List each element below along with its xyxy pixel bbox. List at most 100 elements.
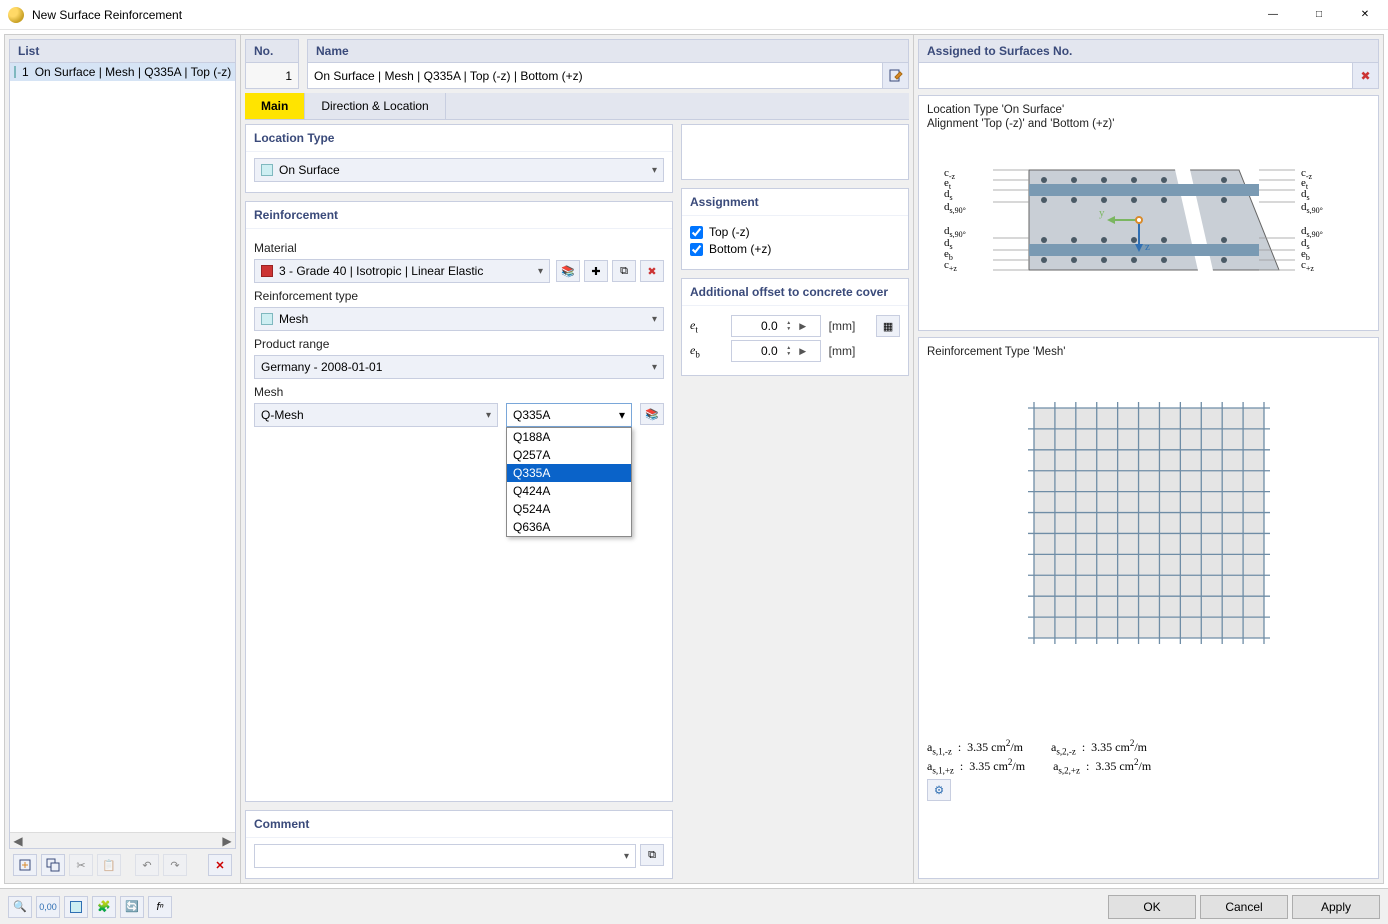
mesh-label: Mesh <box>254 385 664 399</box>
offset-group: Additional offset to concrete cover et ▲… <box>681 278 909 376</box>
name-field-box: Name <box>307 39 909 89</box>
mesh-option[interactable]: Q188A <box>507 428 631 446</box>
comment-select[interactable]: ▾ <box>254 844 636 868</box>
refresh-button[interactable]: 🔄 <box>120 896 144 918</box>
assigned-box: Assigned to Surfaces No. ✖ <box>918 39 1379 89</box>
material-library-button[interactable]: 📚 <box>556 260 580 282</box>
mesh-option[interactable]: Q257A <box>507 446 631 464</box>
mesh-size-select[interactable]: Q335A ▾ <box>506 403 632 427</box>
paste-button: 📋 <box>97 854 121 876</box>
tree-button[interactable]: 🧩 <box>92 896 116 918</box>
reinforcement-type-label: Reinforcement type <box>254 289 664 303</box>
ok-button[interactable]: OK <box>1108 895 1196 919</box>
assignment-title: Assignment <box>682 189 908 216</box>
refresh-icon: 🔄 <box>125 900 139 913</box>
et-input[interactable]: ▲▼ ▶ <box>731 315 821 337</box>
list-header: List <box>9 39 236 63</box>
mesh-option[interactable]: Q335A <box>507 464 631 482</box>
offset-settings-button[interactable]: ▦ <box>876 315 900 337</box>
mesh-option[interactable]: Q424A <box>507 482 631 500</box>
minimize-button[interactable]: — <box>1250 0 1296 30</box>
material-pick-button[interactable]: ✖ <box>640 260 664 282</box>
results-settings-button[interactable]: ⚙ <box>927 779 951 801</box>
undo-button: ↶ <box>135 854 159 876</box>
material-copy-button[interactable]: ⧉ <box>612 260 636 282</box>
pick-surfaces-button[interactable]: ✖ <box>1353 63 1379 89</box>
eb-value[interactable] <box>732 344 782 358</box>
comment-library-button[interactable]: ⧉ <box>640 844 664 866</box>
copy-item-button[interactable] <box>41 854 65 876</box>
preview1-line2: Alignment 'Top (-z)' and 'Bottom (+z)' <box>927 118 1370 130</box>
spin-down-icon[interactable]: ▼ <box>782 351 796 357</box>
pick-icon: ✖ <box>1360 69 1370 83</box>
svg-text:ds,90°: ds,90° <box>1301 201 1323 215</box>
product-range-select[interactable]: Germany - 2008-01-01 ▾ <box>254 355 664 379</box>
assigned-label: Assigned to Surfaces No. <box>918 39 1379 63</box>
fx-icon: fⁿ <box>156 901 163 913</box>
scroll-track[interactable] <box>26 835 219 847</box>
help-icon: 🔍 <box>13 900 27 913</box>
units-button[interactable]: 0,00 <box>36 896 60 918</box>
bottom-checkbox[interactable] <box>690 243 703 256</box>
scroll-right-icon[interactable]: ▶ <box>219 834 235 848</box>
reinforcement-type-select[interactable]: Mesh ▾ <box>254 307 664 331</box>
mesh-diagram <box>1024 398 1274 648</box>
tabs: Main Direction & Location <box>245 93 909 120</box>
top-checkbox-row[interactable]: Top (-z) <box>690 225 900 239</box>
eb-input[interactable]: ▲▼ ▶ <box>731 340 821 362</box>
new-item-button[interactable] <box>13 854 37 876</box>
location-type-select[interactable]: On Surface ▾ <box>254 158 664 182</box>
calendar-icon: ▦ <box>883 320 893 333</box>
cancel-button[interactable]: Cancel <box>1200 895 1288 919</box>
help-button[interactable]: 🔍 <box>8 896 32 918</box>
left-panel: List 1 On Surface | Mesh | Q335A | Top (… <box>5 35 241 883</box>
mesh-size-value: Q335A <box>513 408 619 422</box>
svg-text:ds: ds <box>1301 188 1310 202</box>
arrow-right-icon[interactable]: ▶ <box>796 321 810 332</box>
redo-button: ↷ <box>163 854 187 876</box>
delete-button[interactable]: ✕ <box>208 854 232 876</box>
et-label: et <box>690 318 710 334</box>
top-label: Top (-z) <box>709 225 750 239</box>
material-select[interactable]: 3 - Grade 40 | Isotropic | Linear Elasti… <box>254 259 550 283</box>
assigned-input[interactable] <box>918 63 1353 89</box>
mesh-option[interactable]: Q636A <box>507 518 631 536</box>
spacer-group <box>681 124 909 180</box>
mesh-size-dropdown[interactable]: Q188AQ257AQ335AQ424AQ524AQ636A <box>506 427 632 537</box>
reinforcement-group: Reinforcement Material 3 - Grade 40 | Is… <box>245 201 673 802</box>
close-button[interactable]: ✕ <box>1342 0 1388 30</box>
product-range-label: Product range <box>254 337 664 351</box>
svg-text:ds,90°: ds,90° <box>944 201 966 215</box>
spin-down-icon[interactable]: ▼ <box>782 326 796 332</box>
copy-icon: ⧉ <box>648 849 656 862</box>
top-checkbox[interactable] <box>690 226 703 239</box>
preview2-title: Reinforcement Type 'Mesh' <box>927 346 1370 358</box>
apply-button[interactable]: Apply <box>1292 895 1380 919</box>
tab-main[interactable]: Main <box>245 93 305 119</box>
no-input[interactable] <box>245 63 299 89</box>
window-controls: — □ ✕ <box>1250 0 1388 30</box>
tab-direction-location[interactable]: Direction & Location <box>305 93 445 119</box>
mesh-option[interactable]: Q524A <box>507 500 631 518</box>
edit-name-button[interactable] <box>883 63 909 89</box>
arrow-right-icon[interactable]: ▶ <box>796 346 810 357</box>
no-field-box: No. <box>245 39 299 89</box>
list-item[interactable]: 1 On Surface | Mesh | Q335A | Top (-z) |… <box>10 63 235 81</box>
section-preview: Location Type 'On Surface' Alignment 'To… <box>918 95 1379 331</box>
no-label: No. <box>245 39 299 63</box>
fx-button[interactable]: fⁿ <box>148 896 172 918</box>
maximize-button[interactable]: □ <box>1296 0 1342 30</box>
mesh-library-button[interactable]: 📚 <box>640 403 664 425</box>
color-button[interactable] <box>64 896 88 918</box>
name-input[interactable] <box>307 63 883 89</box>
mesh-shape-select[interactable]: Q-Mesh ▾ <box>254 403 498 427</box>
bottom-checkbox-row[interactable]: Bottom (+z) <box>690 242 900 256</box>
horizontal-scrollbar[interactable]: ◀ ▶ <box>10 832 235 848</box>
list-body: 1 On Surface | Mesh | Q335A | Top (-z) |… <box>9 63 236 849</box>
window-title: New Surface Reinforcement <box>32 8 1250 22</box>
scroll-left-icon[interactable]: ◀ <box>10 834 26 848</box>
et-value[interactable] <box>732 319 782 333</box>
list-item-num: 1 <box>22 65 29 79</box>
material-new-button[interactable]: ✚ <box>584 260 608 282</box>
assignment-group: Assignment Top (-z) Bottom (+z) <box>681 188 909 270</box>
